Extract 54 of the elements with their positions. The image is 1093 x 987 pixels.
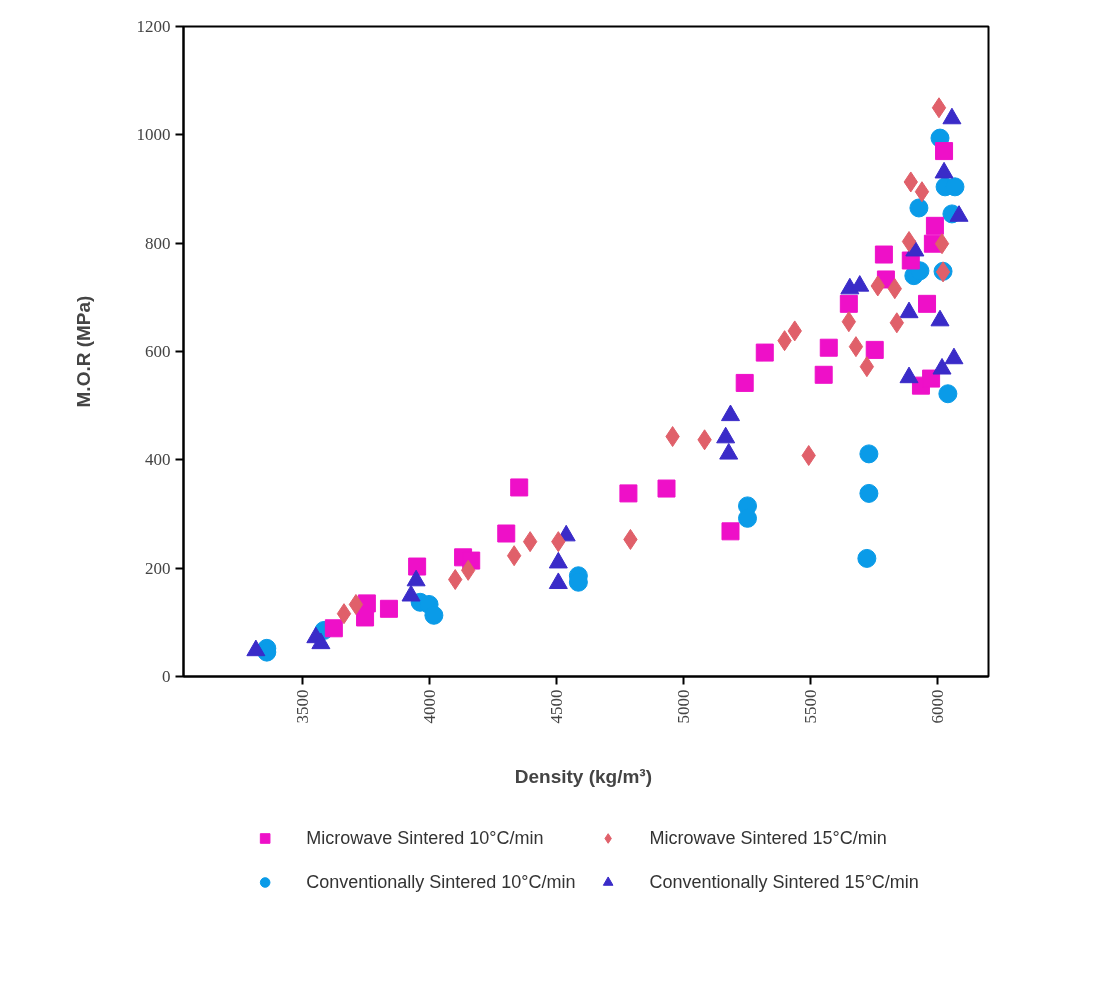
y-tick-label: 200 <box>145 558 171 578</box>
point <box>522 531 538 553</box>
point <box>336 603 352 625</box>
point <box>324 619 343 638</box>
point <box>506 545 522 567</box>
y-tick-label: 1000 <box>136 125 171 145</box>
point <box>801 445 816 466</box>
point <box>918 294 937 313</box>
point <box>424 605 444 625</box>
point <box>935 142 954 161</box>
point <box>721 522 740 541</box>
point <box>348 593 364 615</box>
y-axis-title: M.O.R (MPa) <box>72 295 94 408</box>
x-tick-label: 6000 <box>928 689 948 724</box>
x-tick-label: 5500 <box>801 689 821 724</box>
point <box>859 356 875 378</box>
y-tick-label: 0 <box>162 667 171 686</box>
y-tick-label: 400 <box>145 450 171 470</box>
point <box>859 444 879 464</box>
point <box>379 599 398 618</box>
point <box>934 233 950 255</box>
point <box>814 365 833 384</box>
point <box>938 384 958 404</box>
point <box>735 373 754 392</box>
x-tick-label: 4500 <box>547 689 567 724</box>
legend-label: Microwave Sintered 10°C/min <box>306 827 544 849</box>
legend-label: Conventionally Sintered 10°C/min <box>306 871 576 893</box>
point <box>848 336 864 358</box>
point <box>619 484 638 503</box>
point <box>859 483 879 503</box>
point <box>857 548 877 568</box>
legend-label: Conventionally Sintered 15°C/min <box>649 871 919 893</box>
point <box>925 216 944 235</box>
y-tick-label: 1200 <box>136 17 171 36</box>
point <box>819 338 838 357</box>
point <box>839 294 858 313</box>
x-tick-label: 3500 <box>293 689 313 724</box>
point <box>901 231 917 253</box>
point <box>909 198 929 218</box>
point <box>657 479 676 498</box>
x-tick-label: 4000 <box>420 689 440 724</box>
x-tick-label: 5000 <box>674 689 694 724</box>
point <box>931 97 947 119</box>
point <box>874 245 893 264</box>
y-tick-label: 800 <box>145 233 171 253</box>
y-tick-label: 600 <box>145 342 171 361</box>
point <box>408 557 427 576</box>
point <box>497 524 516 543</box>
legend-label: Microwave Sintered 15°C/min <box>649 827 887 849</box>
point <box>510 478 529 497</box>
point <box>914 181 930 203</box>
x-axis-title: Density (kg/m³) <box>514 766 652 788</box>
point <box>755 343 774 362</box>
point <box>865 340 884 359</box>
